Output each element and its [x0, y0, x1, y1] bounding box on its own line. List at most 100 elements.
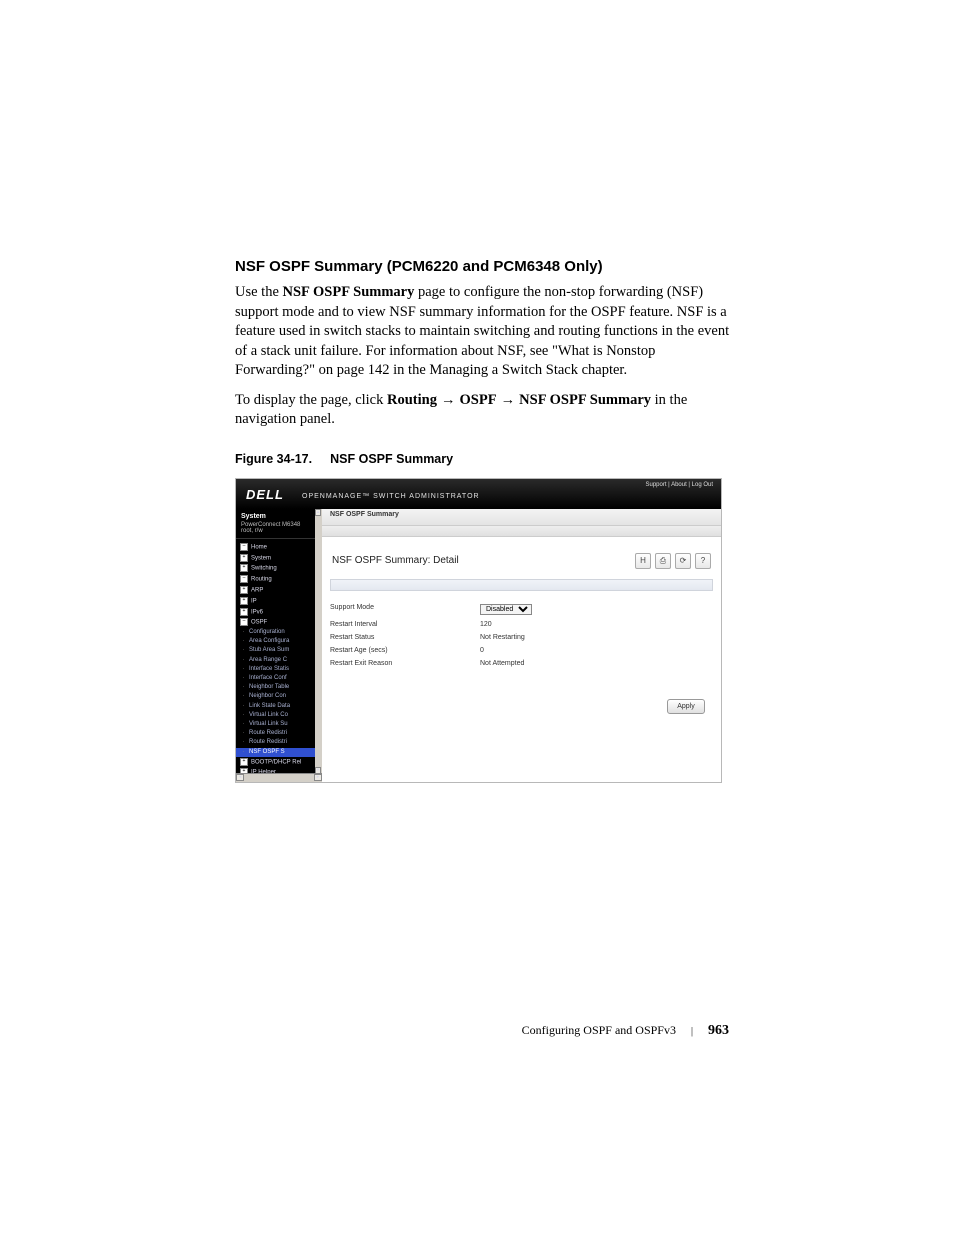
expand-icon[interactable]: +: [240, 758, 248, 766]
nav-step: Routing: [387, 392, 437, 408]
sidebar-item-label: Neighbor Con: [249, 693, 286, 699]
arrow-icon: →: [437, 392, 460, 408]
form-row: Restart Interval120: [330, 618, 713, 631]
sidebar-item-label: Virtual Link Co: [249, 712, 288, 718]
dell-logo: DELL: [246, 487, 284, 502]
expand-icon[interactable]: +: [240, 554, 248, 562]
tree-leaf-icon: ·: [240, 749, 247, 756]
page-footer: Configuring OSPF and OSPFv3 | 963: [0, 1023, 954, 1039]
sidebar-item[interactable]: ·Neighbor Con: [236, 692, 322, 701]
support-mode-select[interactable]: Disabled: [480, 604, 532, 615]
sidebar-item[interactable]: –Routing: [236, 574, 322, 585]
sidebar-item[interactable]: ·Route Redistri: [236, 729, 322, 738]
chapter-title: Configuring OSPF and OSPFv3: [522, 1023, 676, 1037]
tree-leaf-icon: ·: [240, 721, 247, 728]
scroll-up-icon[interactable]: ▴: [315, 509, 321, 516]
breadcrumb: NSF OSPF Summary: [322, 509, 721, 526]
sidebar-item[interactable]: ·Neighbor Table: [236, 683, 322, 692]
sidebar-item-label: Route Redistri: [249, 730, 287, 736]
refresh-icon[interactable]: ⟳: [675, 553, 691, 569]
sidebar-item[interactable]: ·Stub Area Sum: [236, 646, 322, 655]
expand-icon[interactable]: +: [240, 608, 248, 616]
expand-icon[interactable]: +: [240, 597, 248, 605]
collapse-icon[interactable]: –: [240, 618, 248, 626]
section-heading: NSF OSPF Summary (PCM6220 and PCM6348 On…: [235, 258, 730, 275]
sidebar-item[interactable]: ·NSF OSPF S: [236, 748, 322, 757]
text: To display the page, click: [235, 392, 387, 408]
paragraph-1: Use the NSF OSPF Summary page to configu…: [235, 283, 730, 381]
arrow-icon: →: [497, 392, 520, 408]
sidebar-item-label: IP: [251, 598, 257, 604]
sidebar-item[interactable]: +Switching: [236, 563, 322, 574]
field-label: Support Mode: [330, 604, 480, 615]
nav-step: NSF OSPF Summary: [519, 392, 651, 408]
nav-tree[interactable]: –Home+System+Switching–Routing+ARP+IP+IP…: [236, 539, 322, 782]
sidebar-item[interactable]: ·Virtual Link Su: [236, 720, 322, 729]
field-label: Restart Interval: [330, 621, 480, 628]
sidebar-model: PowerConnect M6348 root, r/w: [236, 522, 322, 539]
figure-caption: Figure 34-17. NSF OSPF Summary: [235, 452, 730, 466]
expand-icon[interactable]: +: [240, 586, 248, 594]
main-panel: NSF OSPF Summary NSF OSPF Summary: Detai…: [322, 509, 721, 782]
sidebar-item[interactable]: ·Area Configura: [236, 637, 322, 646]
sidebar-item[interactable]: +IP: [236, 596, 322, 607]
sidebar-item-label: Configuration: [249, 629, 285, 635]
sidebar-item[interactable]: ·Area Range C: [236, 656, 322, 665]
nav-step: OSPF: [460, 392, 497, 408]
sidebar-item[interactable]: –OSPF: [236, 617, 322, 628]
sidebar-item[interactable]: ·Interface Statis: [236, 665, 322, 674]
sidebar-item[interactable]: ·Link State Data: [236, 702, 322, 711]
sidebar-item[interactable]: ·Virtual Link Co: [236, 711, 322, 720]
sidebar-item-label: Interface Statis: [249, 666, 289, 672]
sidebar-item[interactable]: +BOOTP/DHCP Rel: [236, 757, 322, 768]
form-row: Support ModeDisabled: [330, 601, 713, 618]
sidebar-item-label: BOOTP/DHCP Rel: [251, 759, 301, 765]
tree-leaf-icon: ·: [240, 638, 247, 645]
scroll-right-icon[interactable]: ▸: [314, 774, 322, 781]
panel-title: NSF OSPF Summary: Detail: [332, 555, 459, 566]
screenshot: Support | About | Log Out DELL OPENMANAG…: [235, 478, 722, 783]
sidebar-item[interactable]: +IPv6: [236, 607, 322, 618]
tree-leaf-icon: ·: [240, 730, 247, 737]
sidebar-item[interactable]: +System: [236, 553, 322, 564]
print-icon[interactable]: ⎙: [655, 553, 671, 569]
section-strip: [330, 579, 713, 591]
sidebar-item-label: Area Range C: [249, 657, 287, 663]
sidebar-item-label: Routing: [251, 577, 272, 583]
tree-leaf-icon: ·: [240, 666, 247, 673]
tree-leaf-icon: ·: [240, 629, 247, 636]
scrollbar-horizontal[interactable]: ◂ ▸: [236, 773, 322, 782]
footer-sep: |: [691, 1026, 693, 1037]
collapse-icon[interactable]: –: [240, 543, 248, 551]
collapse-icon[interactable]: –: [240, 575, 248, 583]
form-row: Restart Age (secs)0: [330, 644, 713, 657]
field-value: 0: [480, 647, 713, 654]
form-row: Restart Exit ReasonNot Attempted: [330, 657, 713, 670]
field-value: Not Restarting: [480, 634, 713, 641]
sidebar-item-label: ARP: [251, 588, 263, 594]
figure-number: Figure 34-17.: [235, 452, 312, 466]
help-icon[interactable]: ?: [695, 553, 711, 569]
app-topbar: Support | About | Log Out DELL OPENMANAG…: [236, 479, 721, 509]
scrollbar-vertical[interactable]: ▴ ▾: [315, 509, 322, 774]
tree-leaf-icon: ·: [240, 703, 247, 710]
toolbar-icons: H ⎙ ⟳ ?: [635, 553, 711, 569]
tree-leaf-icon: ·: [240, 712, 247, 719]
field-label: Restart Status: [330, 634, 480, 641]
user-text: root, r/w: [241, 528, 263, 534]
field-label: Restart Exit Reason: [330, 660, 480, 667]
sidebar-item[interactable]: ·Route Redistri: [236, 738, 322, 747]
sidebar-item[interactable]: ·Configuration: [236, 628, 322, 637]
apply-button[interactable]: Apply: [667, 699, 705, 714]
field-value: 120: [480, 621, 713, 628]
save-icon[interactable]: H: [635, 553, 651, 569]
sidebar-item[interactable]: –Home: [236, 542, 322, 553]
sidebar-item[interactable]: +ARP: [236, 585, 322, 596]
text: Use the: [235, 284, 283, 300]
sidebar-item[interactable]: ·Interface Conf: [236, 674, 322, 683]
top-links[interactable]: Support | About | Log Out: [646, 482, 714, 488]
scroll-left-icon[interactable]: ◂: [236, 774, 244, 781]
bold-term: NSF OSPF Summary: [283, 284, 415, 300]
expand-icon[interactable]: +: [240, 564, 248, 572]
figure-title: NSF OSPF Summary: [330, 452, 453, 466]
